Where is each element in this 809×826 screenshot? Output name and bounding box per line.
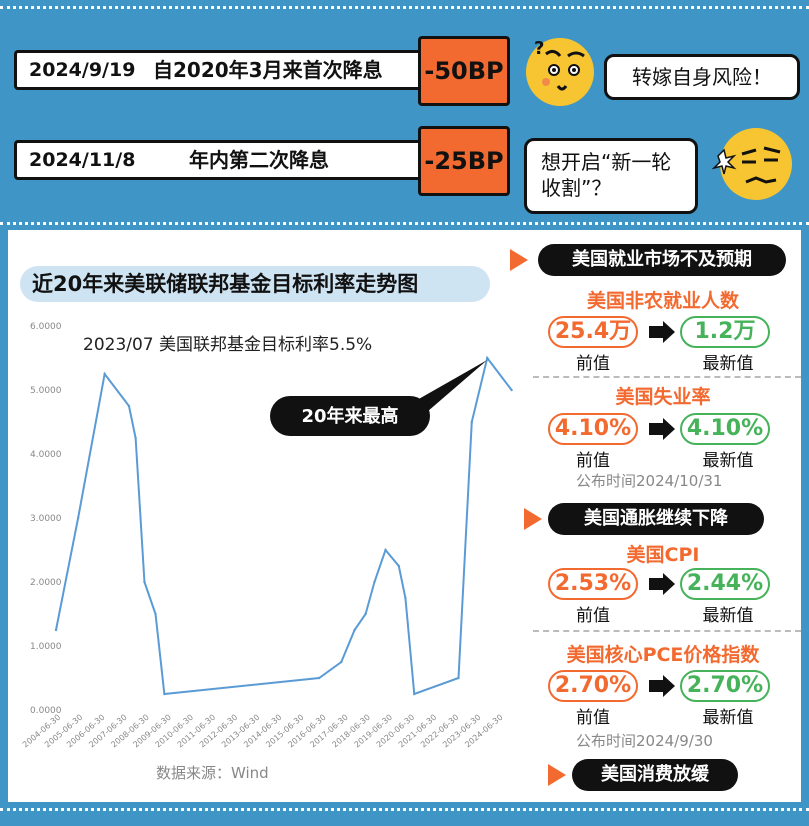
svg-text:?: ?: [534, 38, 544, 59]
speech-bubble-2: 想开启“新一轮收割”？: [524, 138, 698, 214]
cpi-title: 美国CPI: [626, 544, 700, 566]
event-bp-1: -50BP: [418, 36, 510, 106]
bubble-text-1: 转嫁自身风险！: [632, 65, 772, 89]
separator-1: [533, 376, 801, 378]
data-point: [340, 660, 343, 664]
section-header-employment: 美国就业市场不及预期: [538, 244, 786, 276]
bubble-text-2: 想开启“新一轮收割”？: [541, 150, 672, 200]
pce-prev-value: 2.70%: [548, 670, 638, 702]
data-point: [510, 388, 513, 392]
data-point: [384, 548, 387, 552]
speech-bubble-1: 转嫁自身风险！: [604, 54, 800, 100]
cpi-prev-value: 2.53%: [548, 568, 638, 600]
arrow-right-icon: [649, 418, 675, 440]
data-point: [54, 628, 58, 632]
top-dotted-border: [0, 6, 809, 9]
event-bar-2: 2024/11/8 年内第二次降息: [14, 140, 422, 180]
middle-dotted-border: [0, 222, 809, 225]
bottom-dotted-border: [0, 808, 809, 811]
section-marker-3: [548, 764, 566, 786]
data-point: [353, 628, 356, 632]
callout-pointer: [410, 360, 488, 418]
section-marker-1: [510, 249, 528, 271]
y-tick-label: 5.0000: [30, 386, 62, 396]
data-point: [470, 420, 473, 424]
skeptical-face-icon: [711, 128, 792, 200]
y-tick-label: 1.0000: [30, 642, 62, 652]
publish-time-2: 公布时间2024/9/30: [576, 732, 713, 750]
event-bar-1: 2024/9/19 自2020年3月来首次降息: [14, 50, 422, 90]
chart-title: 近20年来美联储联邦基金目标利率走势图: [20, 266, 490, 302]
data-point: [457, 676, 460, 680]
nfp-prev-value: 25.4万: [548, 316, 638, 348]
callout-text: 20年来最高: [301, 405, 398, 427]
data-point: [154, 612, 157, 616]
nfp-new-value: 1.2万: [680, 316, 770, 348]
main-panel: 近20年来美联储联邦基金目标利率走势图 0.0000 1.0000 2.0000 3.…: [8, 230, 801, 802]
data-point: [404, 596, 407, 600]
section-header-consumption: 美国消费放缓: [572, 759, 738, 791]
unemployment-new-value: 4.10%: [680, 413, 770, 445]
prev-label: 前值: [576, 708, 610, 728]
data-point: [163, 692, 166, 696]
data-point: [364, 612, 367, 616]
callout-bubble: [270, 396, 430, 436]
y-tick-label: 2.0000: [30, 578, 62, 588]
peak-annotation: 2023/07 美国联邦基金目标利率5.5%: [83, 335, 372, 355]
prev-label: 前值: [576, 606, 610, 626]
pce-new-value: 2.70%: [680, 670, 770, 702]
event-bp-2: -25BP: [418, 126, 510, 196]
section-marker-2: [524, 508, 542, 530]
prev-label: 前值: [576, 451, 610, 471]
arrow-right-icon: [649, 321, 675, 343]
cpi-new-value: 2.44%: [680, 568, 770, 600]
section-header-inflation: 美国通胀继续下降: [548, 503, 764, 535]
data-point: [76, 516, 80, 520]
data-point: [397, 564, 400, 568]
new-label: 最新值: [702, 708, 754, 728]
arrow-right-icon: [649, 573, 675, 595]
data-point: [486, 356, 489, 360]
event-desc-1: 自2020年3月来首次降息: [153, 58, 383, 82]
pce-title: 美国核心PCE价格指数: [566, 644, 760, 666]
rate-line-chart: 0.0000 1.0000 2.0000 3.0000 4.0000 5.0000 6.00…: [21, 322, 513, 782]
event-date-2: 2024/11/8: [29, 149, 136, 171]
data-point: [317, 676, 321, 680]
new-label: 最新值: [702, 606, 754, 626]
prev-label: 前值: [576, 354, 610, 374]
y-tick-label: 3.0000: [30, 514, 62, 524]
confused-face-icon: ?: [526, 38, 594, 106]
nfp-title: 美国非农就业人数: [586, 290, 739, 312]
data-point: [103, 372, 106, 376]
data-point: [413, 692, 416, 696]
y-tick-label: 4.0000: [30, 450, 62, 460]
publish-time-1: 公布时间2024/10/31: [576, 472, 723, 490]
y-tick-label: 0.0000: [30, 706, 62, 716]
data-point: [373, 580, 376, 584]
unemployment-prev-value: 4.10%: [548, 413, 638, 445]
event-date-1: 2024/9/19: [29, 59, 136, 81]
data-point: [134, 436, 137, 440]
unemployment-title: 美国失业率: [615, 386, 711, 408]
new-label: 最新值: [702, 354, 754, 374]
data-point: [143, 580, 146, 584]
data-point: [127, 404, 131, 408]
arrow-right-icon: [649, 675, 675, 697]
data-source: 数据来源：Wind: [156, 764, 269, 782]
separator-2: [533, 630, 801, 632]
event-desc-2: 年内第二次降息: [189, 148, 329, 172]
new-label: 最新值: [702, 451, 754, 471]
y-tick-label: 6.0000: [30, 322, 62, 332]
